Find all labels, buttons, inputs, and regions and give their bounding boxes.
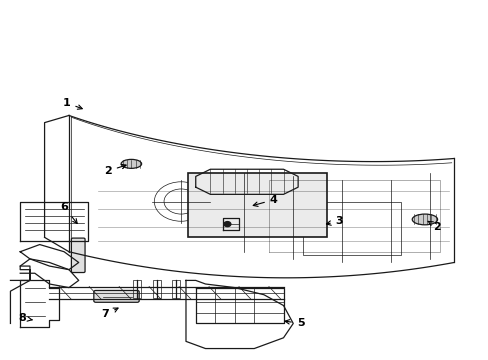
Circle shape [224, 222, 230, 226]
Text: 7: 7 [102, 308, 118, 319]
Text: 5: 5 [285, 319, 304, 328]
Text: 6: 6 [60, 202, 77, 224]
Text: 3: 3 [326, 216, 343, 226]
Bar [172, 280, 180, 298]
Ellipse shape [121, 159, 142, 168]
Bar [303, 202, 400, 255]
Text: 4: 4 [253, 195, 277, 206]
Bar [153, 280, 160, 298]
Text: 2: 2 [427, 221, 440, 231]
Text: 1: 1 [62, 98, 82, 109]
Ellipse shape [411, 214, 437, 225]
Text: 2: 2 [104, 165, 126, 176]
Bar [133, 280, 141, 298]
Bar [188, 173, 327, 237]
FancyBboxPatch shape [94, 291, 139, 302]
FancyBboxPatch shape [71, 238, 85, 273]
Text: 8: 8 [19, 313, 32, 323]
